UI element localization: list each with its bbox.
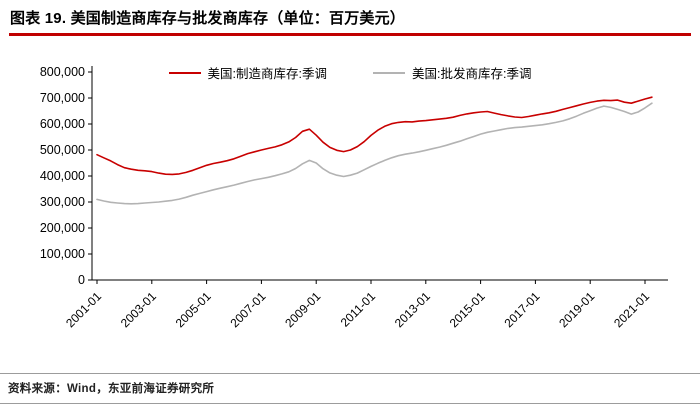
y-tick-label: 100,000 [40,247,85,261]
y-tick-label: 0 [78,273,85,287]
x-tick-label: 2021-01 [611,289,652,330]
y-tick-label: 200,000 [40,221,85,235]
x-tick-label: 2019-01 [556,289,597,330]
x-tick-label: 2015-01 [447,289,488,330]
x-tick-label: 2013-01 [392,289,433,330]
series-line-0 [96,96,653,176]
x-tick-label: 2011-01 [338,289,379,330]
title-underline [9,33,691,36]
figure-title: 图表 19. 美国制造商库存与批发商库存（单位：百万美元） [10,10,405,27]
x-tick-label: 2001-01 [63,289,104,330]
y-tick-label: 600,000 [40,117,85,131]
y-tick-label: 400,000 [40,169,85,183]
series-line-1 [96,102,653,205]
y-tick-label: 800,000 [40,65,85,79]
x-tick-label: 2007-01 [227,289,268,330]
y-tick-label: 500,000 [40,143,85,157]
x-tick-label: 2003-01 [118,289,159,330]
x-tick-label: 2017-01 [501,289,542,330]
source-footer: 资料来源：Wind，东亚前海证券研究所 [0,373,700,404]
footer-top-rule [0,373,700,374]
figure-header: 图表 19. 美国制造商库存与批发商库存（单位：百万美元） [0,0,700,28]
chart-svg: 0 100,000 200,000 300,000 400,000 500,000 600,… [40,65,668,330]
source-text: 资料来源：Wind，东亚前海证券研究所 [8,383,215,395]
x-tick-label: 2009-01 [282,289,323,330]
y-tick-label: 700,000 [40,91,85,105]
x-tick-label: 2005-01 [173,289,214,330]
footer-bottom-rule [0,403,700,404]
chart-area: 0 100,000 200,000 300,000 400,000 500,000 600,… [0,52,700,362]
y-tick-label: 300,000 [40,195,85,209]
